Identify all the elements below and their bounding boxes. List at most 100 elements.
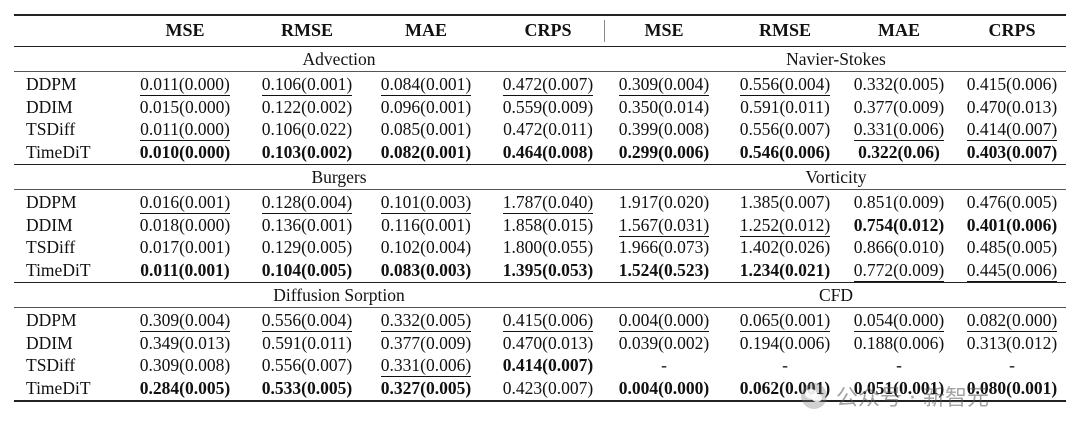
table-cell: 0.016(0.001) bbox=[139, 192, 231, 214]
table-cell: - bbox=[661, 355, 667, 375]
column-header-mae: MAE bbox=[878, 20, 920, 40]
table-cell: 0.080(0.001) bbox=[966, 377, 1058, 398]
row-label-timedit: TimeDiT bbox=[26, 141, 91, 162]
table-cell: 0.039(0.002) bbox=[618, 332, 710, 353]
table-cell: 0.591(0.011) bbox=[740, 96, 830, 117]
table-cell: 0.128(0.004) bbox=[261, 192, 353, 214]
table-cell: 0.415(0.006) bbox=[502, 310, 594, 332]
column-header-crps: CRPS bbox=[524, 20, 572, 40]
row-label-ddpm: DDPM bbox=[26, 192, 77, 212]
table-cell: 0.065(0.001) bbox=[739, 310, 831, 332]
column-header-crps: CRPS bbox=[988, 20, 1036, 40]
table-cell: 0.415(0.006) bbox=[966, 74, 1058, 94]
table-cell: 0.309(0.004) bbox=[139, 310, 231, 332]
table-cell: 0.414(0.007) bbox=[966, 119, 1058, 141]
table-cell: 0.102(0.004) bbox=[380, 237, 472, 257]
table-cell: 0.556(0.004) bbox=[739, 74, 831, 96]
table-cell: 0.313(0.012) bbox=[966, 332, 1058, 353]
table-cell: 1.966(0.073) bbox=[618, 237, 710, 257]
table-cell: 0.533(0.005) bbox=[261, 377, 353, 398]
table-cell: 1.234(0.021) bbox=[739, 259, 831, 280]
row-label-ddim: DDIM bbox=[26, 214, 73, 235]
table-cell: 0.556(0.004) bbox=[261, 310, 353, 332]
table-cell: 0.470(0.013) bbox=[966, 96, 1058, 117]
section-title-left: Diffusion Sorption bbox=[273, 285, 405, 305]
table-cell: 0.403(0.007) bbox=[966, 141, 1058, 162]
table-cell: 0.332(0.005) bbox=[380, 310, 472, 332]
table-cell: 0.083(0.003) bbox=[380, 259, 472, 280]
row-label-ddim: DDIM bbox=[26, 332, 73, 353]
table-cell: 1.917(0.020) bbox=[618, 192, 710, 212]
table-cell: 1.567(0.031) bbox=[618, 214, 710, 237]
table-cell: 0.866(0.010) bbox=[853, 237, 945, 257]
section-rule bbox=[14, 71, 1066, 72]
table-cell: 0.332(0.005) bbox=[853, 74, 945, 94]
table-cell: 0.309(0.008) bbox=[139, 355, 231, 375]
table-cell: 0.084(0.001) bbox=[380, 74, 472, 96]
table-cell: 1.800(0.055) bbox=[502, 237, 594, 257]
table-cell: 1.385(0.007) bbox=[739, 192, 831, 212]
table-cell: 0.327(0.005) bbox=[380, 377, 472, 398]
table-cell: 0.476(0.005) bbox=[966, 192, 1058, 212]
row-label-tsdiff: TSDiff bbox=[26, 355, 76, 375]
table-cell: 0.018(0.000) bbox=[139, 214, 231, 235]
table-cell: 0.051(0.001) bbox=[853, 377, 945, 398]
table-cell: 0.559(0.009) bbox=[502, 96, 594, 117]
table-cell: 0.556(0.007) bbox=[261, 355, 353, 375]
table-cell: 1.858(0.015) bbox=[502, 214, 594, 235]
table-cell: 0.401(0.006) bbox=[966, 214, 1058, 235]
table-cell: 0.470(0.013) bbox=[502, 332, 594, 353]
column-header-mae: MAE bbox=[405, 20, 447, 40]
table-cell: 0.010(0.000) bbox=[139, 141, 231, 162]
column-header-mse: MSE bbox=[165, 20, 205, 40]
section-rule bbox=[14, 307, 1066, 308]
section-title-right: Vorticity bbox=[805, 167, 867, 187]
table-cell: 1.787(0.040) bbox=[502, 192, 594, 214]
table-cell: 0.284(0.005) bbox=[139, 377, 231, 398]
table-cell: 0.423(0.007) bbox=[502, 377, 594, 398]
table-cell: - bbox=[896, 355, 902, 375]
table-cell: 0.556(0.007) bbox=[739, 119, 831, 139]
table-cell: 0.754(0.012) bbox=[853, 214, 945, 235]
table-cell: 0.122(0.002) bbox=[261, 96, 353, 117]
table-cell: 0.472(0.007) bbox=[502, 74, 594, 96]
row-label-timedit: TimeDiT bbox=[26, 259, 91, 280]
table-cell: 0.106(0.022) bbox=[261, 119, 353, 139]
table-cell: 0.445(0.006) bbox=[966, 259, 1058, 282]
table-cell: 0.194(0.006) bbox=[739, 332, 831, 353]
table-cell: 1.395(0.053) bbox=[502, 259, 594, 280]
table-cell: 0.472(0.011) bbox=[503, 119, 593, 139]
table-cell: 0.011(0.001) bbox=[140, 259, 230, 280]
table-cell: 0.377(0.009) bbox=[380, 332, 472, 353]
table-cell: 0.082(0.000) bbox=[966, 310, 1058, 332]
row-label-ddpm: DDPM bbox=[26, 310, 77, 330]
watermark-text: 公众号 · 新智元 bbox=[836, 386, 989, 411]
table-cell: 0.464(0.008) bbox=[502, 141, 594, 162]
table-cell: 0.772(0.009) bbox=[853, 259, 945, 282]
table-cell: 0.546(0.006) bbox=[739, 141, 831, 162]
wechat-icon bbox=[801, 383, 827, 409]
table-cell: 0.349(0.013) bbox=[139, 332, 231, 353]
section-title-left: Advection bbox=[302, 49, 376, 69]
table-cell: 0.106(0.001) bbox=[261, 74, 353, 96]
table-cell: 0.188(0.006) bbox=[853, 332, 945, 353]
results-table: MSE RMSE MAE CRPS MSE RMSE MAE CRPS Advection Nav… bbox=[14, 14, 1066, 402]
table-cell: 0.399(0.008) bbox=[618, 119, 710, 139]
table-cell: 0.101(0.003) bbox=[380, 192, 472, 214]
row-label-ddim: DDIM bbox=[26, 96, 73, 117]
table-cell: 1.402(0.026) bbox=[739, 237, 831, 257]
top-rule bbox=[14, 14, 1066, 16]
table-cell: 0.377(0.009) bbox=[853, 96, 945, 117]
column-divider bbox=[604, 20, 605, 42]
table-cell: - bbox=[1009, 355, 1015, 375]
table-cell: 0.309(0.004) bbox=[618, 74, 710, 96]
section-title-right: Navier-Stokes bbox=[786, 49, 886, 69]
table-cell: 0.085(0.001) bbox=[380, 119, 472, 139]
table-cell: 0.322(0.06) bbox=[858, 141, 940, 162]
table-cell: 0.011(0.000) bbox=[140, 74, 230, 96]
table-cell: 0.331(0.006) bbox=[380, 355, 472, 377]
header-rule bbox=[14, 46, 1066, 47]
row-label-tsdiff: TSDiff bbox=[26, 237, 76, 257]
table-cell: 0.485(0.005) bbox=[966, 237, 1058, 257]
table-cell: 1.252(0.012) bbox=[739, 214, 831, 237]
